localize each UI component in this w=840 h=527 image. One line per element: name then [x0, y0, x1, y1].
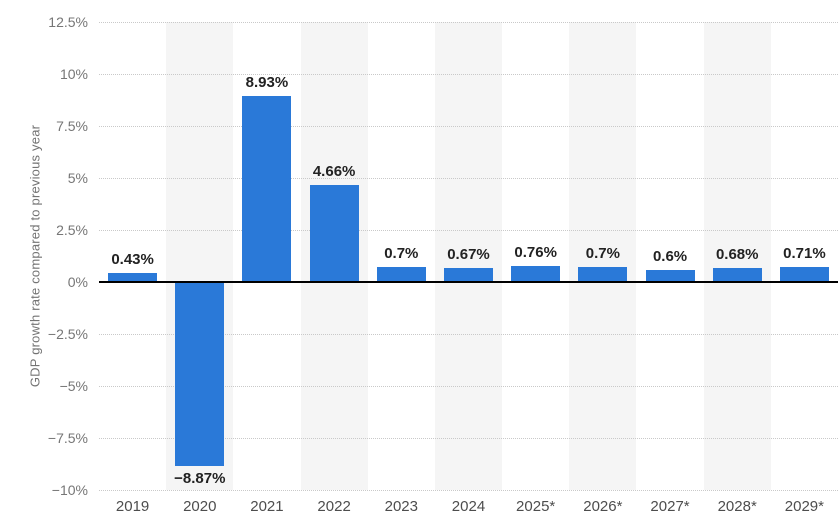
x-tick-label: 2021	[250, 498, 284, 515]
x-tick-label: 2019	[115, 498, 150, 515]
gridline	[99, 386, 838, 387]
bar-value-label: 0.68%	[715, 245, 759, 263]
bar[interactable]	[108, 273, 158, 282]
y-tick-label: −10%	[51, 482, 88, 498]
bar[interactable]	[175, 282, 225, 467]
y-tick-label: −7.5%	[47, 430, 88, 446]
bar-value-label: 0.43%	[111, 251, 154, 269]
bar-value-label: 0.67%	[447, 246, 490, 264]
x-tick-label: 2027*	[650, 498, 690, 515]
bar[interactable]	[712, 267, 762, 282]
bar-value-label: 8.93%	[245, 74, 289, 92]
bar[interactable]	[242, 96, 292, 282]
bar[interactable]	[444, 268, 493, 282]
bar[interactable]	[376, 267, 426, 282]
gridline	[99, 126, 838, 127]
y-tick-label: 5%	[67, 170, 88, 186]
bar-value-label: 0.71%	[783, 245, 826, 263]
bar[interactable]	[578, 267, 628, 282]
y-tick-label: −2.5%	[47, 326, 88, 342]
x-tick-label: 2020	[183, 498, 217, 515]
column-stripe	[703, 22, 771, 490]
gridline	[99, 178, 838, 179]
bar-value-label: 0.7%	[384, 245, 419, 263]
zero-axis-line	[99, 281, 838, 283]
bar[interactable]	[309, 185, 359, 282]
x-tick-label: 2029*	[784, 498, 824, 515]
y-tick-label: 10%	[59, 66, 88, 82]
bar[interactable]	[779, 267, 829, 282]
y-tick-label: 12.5%	[48, 14, 88, 30]
gridline	[99, 74, 838, 75]
bar-value-label: 0.6%	[652, 247, 688, 265]
x-tick-label: 2023	[384, 498, 418, 515]
plot-area: 0.43% −8.87% 8.93% 4.66% 0.7% 0.67% 0.76% 0.7% 0…	[99, 22, 838, 491]
y-tick-label: −5%	[59, 378, 88, 394]
bar-value-label: 0.7%	[585, 245, 620, 263]
x-tick-label: 2028*	[717, 498, 757, 515]
bar[interactable]	[645, 269, 695, 282]
bar-value-label: 0.76%	[514, 244, 557, 262]
y-tick-label: 2.5%	[56, 222, 88, 238]
column-stripe	[434, 22, 503, 490]
y-tick-label: 0%	[67, 274, 88, 290]
gridline	[99, 438, 838, 439]
x-tick-label: 2025*	[516, 498, 556, 515]
y-tick-label: 7.5%	[56, 118, 88, 134]
bar-value-label: 4.66%	[312, 163, 356, 181]
bar-value-label: −8.87%	[174, 470, 226, 488]
x-tick-label: 2026*	[583, 498, 623, 515]
gridline	[99, 22, 838, 23]
bar[interactable]	[511, 266, 561, 282]
y-axis-title: GDP growth rate compared to previous yea…	[27, 124, 43, 388]
x-tick-label: 2022	[317, 498, 351, 515]
column-stripe	[569, 22, 637, 490]
gridline	[99, 490, 838, 491]
gridline	[99, 230, 838, 231]
x-tick-label: 2024	[451, 498, 486, 515]
gridline	[99, 334, 838, 335]
